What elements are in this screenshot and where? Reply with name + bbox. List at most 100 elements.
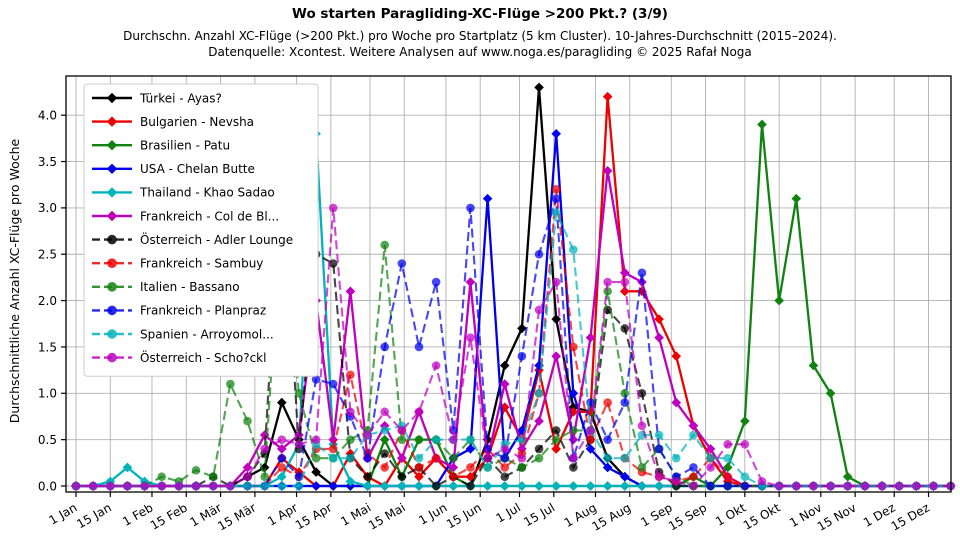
data-point-marker: [397, 435, 407, 444]
data-point-marker: [243, 416, 252, 426]
data-point-marker: [208, 472, 218, 482]
data-point-marker: [654, 332, 664, 343]
data-point-marker: [157, 472, 167, 482]
data-point-marker: [363, 472, 372, 482]
legend-entry-1: Bulgarien - Nevsha: [92, 115, 254, 129]
data-point-marker: [654, 481, 664, 491]
data-point-marker: [431, 481, 441, 491]
legend-marker: [107, 352, 117, 363]
data-point-marker: [71, 481, 81, 491]
data-point-marker: [500, 453, 510, 463]
data-point-marker: [894, 481, 904, 491]
data-point-marker: [603, 398, 612, 407]
data-point-marker: [517, 481, 527, 491]
data-point-marker: [602, 91, 613, 102]
legend-label: Türkei - Ayas?: [139, 91, 222, 105]
data-point-marker: [363, 430, 372, 440]
data-point-marker: [277, 444, 287, 454]
data-point-marker: [723, 472, 732, 482]
data-point-marker: [620, 324, 630, 333]
data-point-marker: [654, 430, 664, 440]
data-point-marker: [637, 463, 647, 472]
data-point-marker: [534, 82, 544, 93]
data-point-marker: [534, 416, 544, 426]
x-tick-label: 15 Jan: [74, 500, 114, 531]
data-point-marker: [277, 453, 287, 463]
legend-entry-8: Italien - Bassano: [92, 280, 240, 294]
data-point-marker: [774, 295, 784, 306]
data-point-marker: [123, 481, 132, 491]
legend-label: Frankreich - Planpraz: [140, 304, 266, 318]
legend-label: Bulgarien - Nevsha: [140, 115, 254, 129]
legend-label: Frankreich - Col de Bl...: [140, 209, 279, 223]
legend-marker: [106, 140, 118, 151]
data-point-marker: [328, 434, 339, 445]
y-tick-label: 0.5: [38, 433, 57, 447]
data-point-marker: [534, 481, 544, 491]
data-point-marker: [397, 453, 407, 463]
data-point-marker: [551, 426, 561, 435]
x-tick-label: 15 Okt: [741, 500, 783, 532]
data-point-marker: [363, 453, 372, 463]
data-point-marker: [706, 481, 715, 491]
data-point-marker: [808, 360, 819, 371]
data-point-marker: [740, 472, 750, 482]
data-point-marker: [500, 472, 510, 482]
legend-label: Italien - Bassano: [140, 280, 240, 294]
data-point-marker: [654, 444, 664, 454]
data-point-marker: [294, 389, 304, 398]
data-point-marker: [483, 444, 492, 454]
data-point-marker: [569, 245, 578, 254]
y-tick-label: 1.5: [38, 340, 57, 354]
legend-label: Frankreich - Sambuy: [140, 257, 263, 271]
data-point-marker: [482, 434, 493, 445]
data-point-marker: [929, 481, 938, 491]
data-point-marker: [517, 463, 527, 472]
data-point-marker: [226, 379, 235, 389]
data-point-marker: [706, 463, 715, 472]
legend-marker: [106, 92, 118, 104]
data-point-marker: [757, 477, 767, 486]
data-point-marker: [585, 332, 596, 343]
data-point-marker: [620, 267, 630, 278]
legend-label: Spanien - Arroyomol...: [140, 327, 274, 341]
data-point-marker: [380, 407, 390, 417]
x-tick-label: 15 Jul: [521, 500, 557, 529]
data-point-marker: [397, 426, 407, 435]
data-point-marker: [345, 476, 356, 487]
legend-entry-0: Türkei - Ayas?: [92, 91, 222, 105]
y-tick-label: 3.5: [38, 155, 57, 169]
data-point-marker: [431, 361, 441, 370]
series-line: [76, 208, 951, 488]
data-point-marker: [603, 453, 612, 463]
data-point-marker: [551, 444, 561, 454]
legend-entry-5: Frankreich - Col de Bl...: [92, 209, 279, 223]
data-point-marker: [723, 453, 732, 463]
data-point-marker: [465, 444, 476, 454]
data-point-marker: [448, 462, 459, 473]
series-line: [76, 207, 951, 488]
data-point-marker: [689, 463, 698, 472]
data-point-marker: [534, 389, 544, 398]
data-point-marker: [551, 351, 561, 362]
data-point-marker: [431, 277, 441, 287]
data-point-marker: [311, 481, 321, 491]
x-tick-label: 15 Nov: [815, 500, 859, 533]
data-point-marker: [585, 407, 596, 417]
data-point-marker: [517, 323, 527, 334]
data-point-marker: [449, 472, 458, 482]
data-point-marker: [431, 435, 441, 444]
data-point-marker: [379, 420, 390, 431]
data-point-marker: [499, 360, 510, 371]
data-point-marker: [482, 193, 493, 204]
data-point-marker: [362, 481, 373, 491]
data-point-marker: [602, 481, 613, 491]
data-point-marker: [551, 481, 561, 491]
legend-marker: [107, 282, 117, 292]
data-point-marker: [242, 462, 253, 473]
data-point-marker: [654, 472, 664, 482]
data-point-marker: [671, 477, 681, 486]
legend-entry-10: Spanien - Arroyomol...: [92, 327, 274, 341]
series-lines: [71, 82, 956, 491]
